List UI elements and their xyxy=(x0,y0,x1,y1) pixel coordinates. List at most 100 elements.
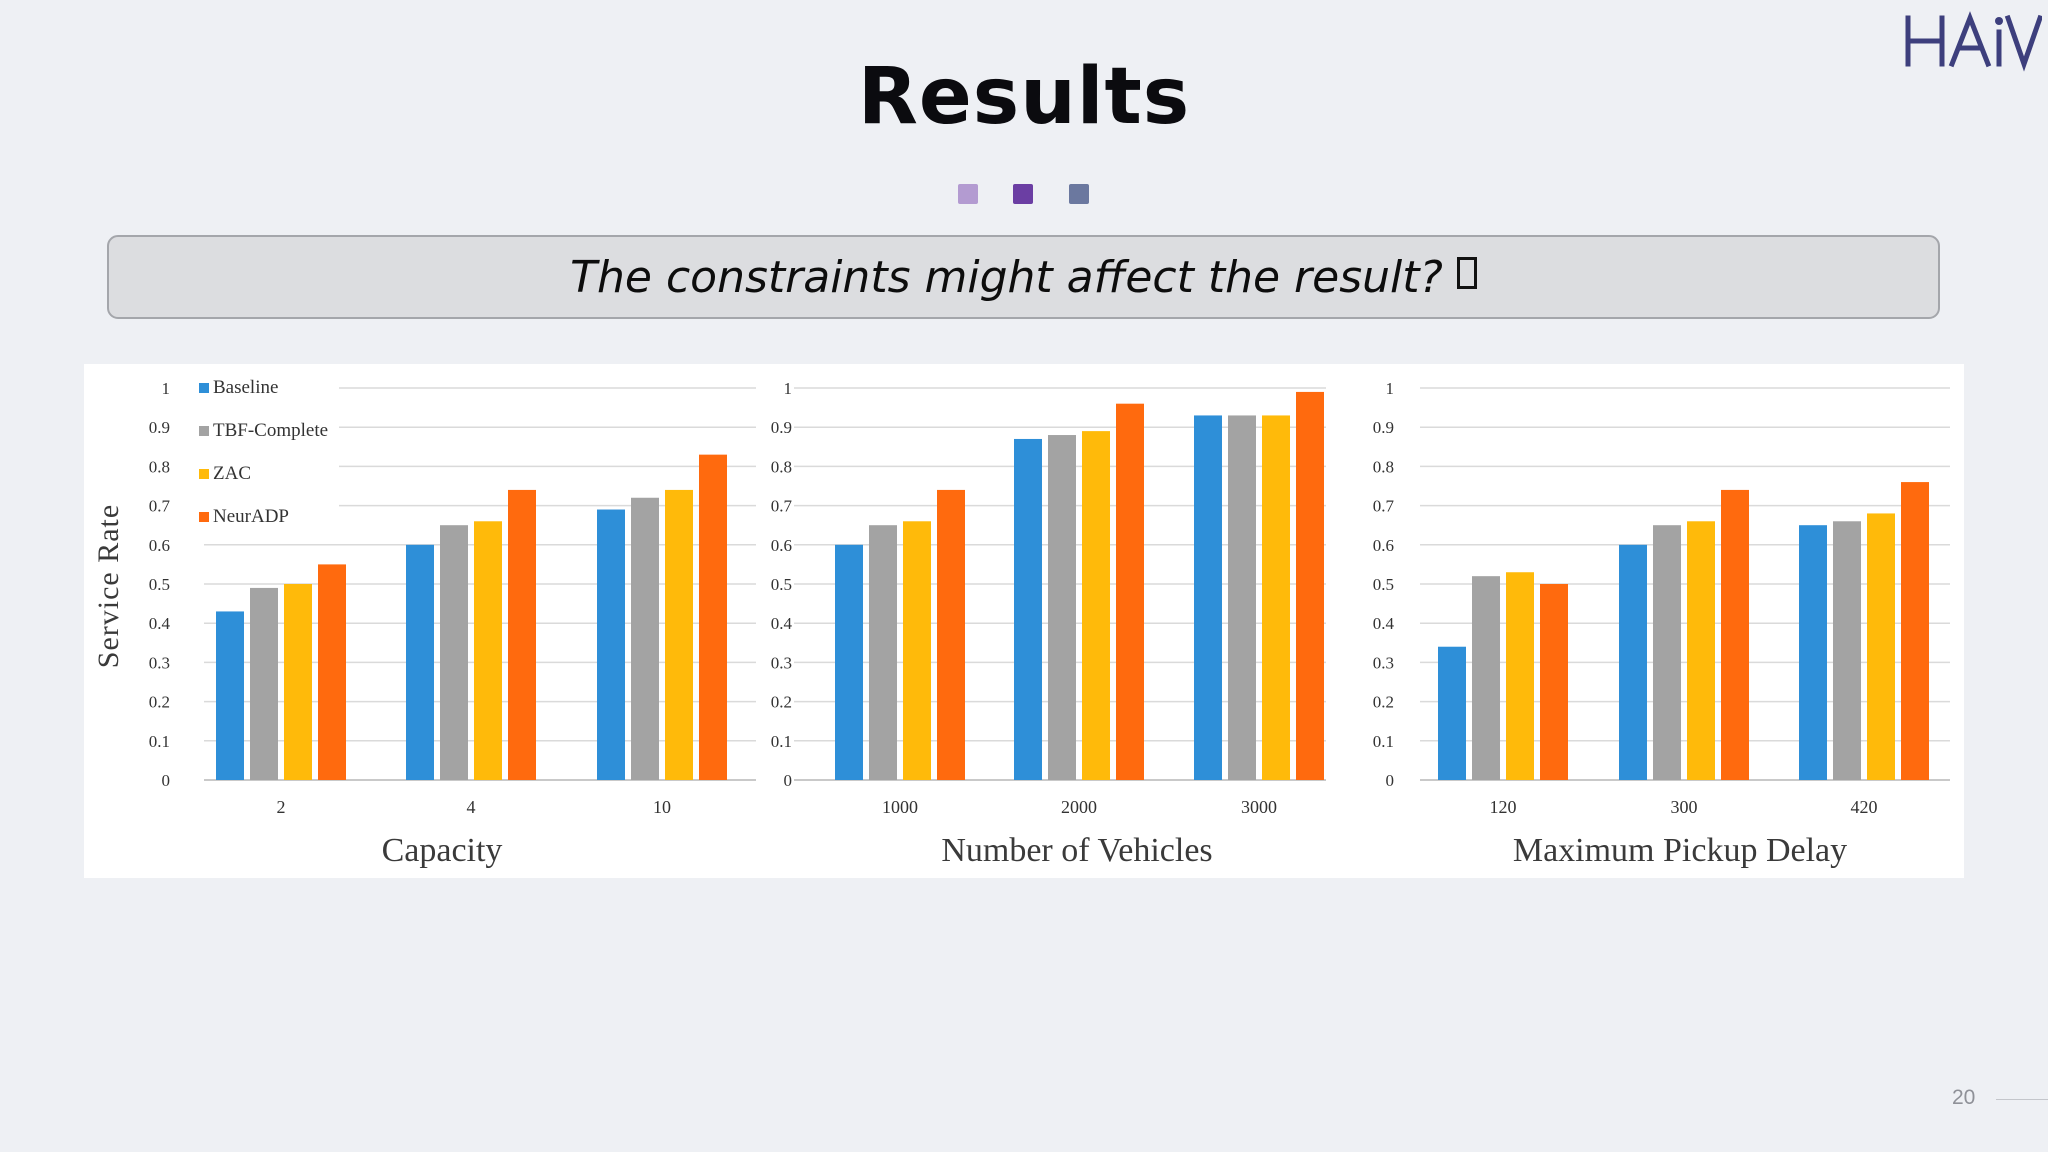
bar-tbf-complete xyxy=(631,497,659,780)
y-tick-label: 0 xyxy=(784,771,793,790)
y-tick-label: 1 xyxy=(162,379,171,398)
x-tick-label: 4 xyxy=(467,797,476,817)
y-tick-label: 0.2 xyxy=(1373,693,1394,712)
y-axis-label: Service Rate xyxy=(92,504,125,668)
results-figure: 0 0.1 0.2 0.3 0.4 0.5 0.6 0.7 0.8 0.9 1 2 4 10 Capacit… xyxy=(84,364,1964,878)
bar-neuradp xyxy=(1721,489,1749,780)
bar-tbf-complete xyxy=(250,587,278,780)
bar-tbf-complete xyxy=(869,525,897,780)
decor-dot-2 xyxy=(1013,184,1033,204)
y-tick-label: 0.7 xyxy=(771,497,793,516)
page-rule xyxy=(1996,1099,2048,1100)
legend-label: Baseline xyxy=(213,377,278,398)
bar-zac xyxy=(1262,415,1290,780)
decor-dot-1 xyxy=(958,184,978,204)
y-tick-label: 0.5 xyxy=(1373,575,1394,594)
x-tick-label: 120 xyxy=(1490,797,1517,817)
bar-baseline xyxy=(1194,415,1222,780)
y-tick-label: 0.4 xyxy=(149,614,171,633)
bar-baseline xyxy=(1799,525,1827,780)
bar-baseline xyxy=(1014,438,1042,780)
y-tick-label: 0.3 xyxy=(149,653,170,672)
bar-charts: 00.10.20.30.40.50.60.70.80.912 4 10Capacit… xyxy=(92,377,1950,869)
bar-baseline xyxy=(216,611,244,780)
y-tick-label: 0.3 xyxy=(771,653,792,672)
x-tick-label: 1000 xyxy=(882,797,918,817)
bar-neuradp xyxy=(318,564,346,780)
bar-baseline xyxy=(597,509,625,780)
y-tick-label: 0 xyxy=(162,771,171,790)
bar-baseline xyxy=(1619,544,1647,780)
x-axis-label: Capacity xyxy=(382,832,503,869)
page-number: 20 xyxy=(1952,1086,1976,1109)
x-axis-label: Maximum Pickup Delay xyxy=(1513,832,1847,869)
legend-label: ZAC xyxy=(213,463,251,484)
bar-zac xyxy=(1082,431,1110,780)
y-tick-label: 0.8 xyxy=(771,457,792,476)
bar-tbf-complete xyxy=(1653,525,1681,780)
bar-tbf-complete xyxy=(1228,415,1256,780)
x-tick-label: 2000 xyxy=(1061,797,1097,817)
bar-tbf-complete xyxy=(1472,576,1500,780)
legend-label: NeurADP xyxy=(213,506,289,527)
y-tick-label: 0.1 xyxy=(1373,732,1394,751)
bar-zac xyxy=(1867,513,1895,780)
bar-baseline xyxy=(406,544,434,780)
y-tick-label: 0.6 xyxy=(149,536,170,555)
bar-zac xyxy=(665,489,693,780)
bar-baseline xyxy=(1438,646,1466,780)
slide-title: Results xyxy=(857,52,1191,142)
bar-zac xyxy=(284,584,312,780)
y-tick-label: 1 xyxy=(1386,379,1395,398)
haiv-logo xyxy=(1905,11,2042,72)
bar-neuradp xyxy=(1901,482,1929,780)
y-tick-label: 0.8 xyxy=(1373,457,1394,476)
bar-zac xyxy=(1506,572,1534,780)
legend-swatch xyxy=(199,383,209,393)
y-tick-label: 0.8 xyxy=(149,457,170,476)
bar-tbf-complete xyxy=(440,525,468,780)
bar-neuradp xyxy=(508,489,536,780)
question-text: The constraints might affect the result? xyxy=(570,251,1443,303)
y-tick-label: 0.5 xyxy=(149,575,170,594)
y-tick-label: 0 xyxy=(1386,771,1395,790)
bar-neuradp xyxy=(937,489,965,780)
bar-neuradp xyxy=(1116,403,1144,780)
x-tick-label: 2 xyxy=(277,797,286,817)
x-tick-label: 420 xyxy=(1851,797,1878,817)
bar-zac xyxy=(903,521,931,780)
y-tick-label: 0.4 xyxy=(1373,614,1395,633)
y-tick-label: 0.2 xyxy=(771,693,792,712)
bar-neuradp xyxy=(1296,391,1324,780)
y-tick-label: 0.9 xyxy=(1373,418,1394,437)
y-tick-label: 0.3 xyxy=(1373,653,1394,672)
y-tick-label: 0.7 xyxy=(149,497,171,516)
y-tick-label: 0.6 xyxy=(771,536,792,555)
bar-zac xyxy=(1687,521,1715,780)
y-tick-label: 0.5 xyxy=(771,575,792,594)
x-axis-label: Number of Vehicles xyxy=(941,832,1212,869)
question-banner: The constraints might affect the result? xyxy=(107,235,1940,319)
y-tick-label: 0.9 xyxy=(149,418,170,437)
bar-neuradp xyxy=(699,454,727,780)
legend-label: TBF-Complete xyxy=(213,420,328,441)
bar-tbf-complete xyxy=(1833,521,1861,780)
x-tick-label: 10 xyxy=(653,797,671,817)
x-tick-label: 300 xyxy=(1671,797,1698,817)
y-tick-label: 0.1 xyxy=(771,732,792,751)
x-tick-label: 3000 xyxy=(1241,797,1277,817)
legend-swatch xyxy=(199,469,209,479)
bar-tbf-complete xyxy=(1048,435,1076,780)
y-tick-label: 0.4 xyxy=(771,614,793,633)
y-tick-label: 0.1 xyxy=(149,732,170,751)
y-tick-label: 0.2 xyxy=(149,693,170,712)
legend-swatch xyxy=(199,512,209,522)
legend-swatch xyxy=(199,426,209,436)
decor-dot-3 xyxy=(1069,184,1089,204)
placeholder-glyph-icon xyxy=(1456,257,1477,289)
bar-neuradp xyxy=(1540,584,1568,780)
bar-zac xyxy=(474,521,502,780)
bar-baseline xyxy=(835,544,863,780)
y-tick-label: 0.6 xyxy=(1373,536,1394,555)
y-tick-label: 1 xyxy=(784,379,793,398)
